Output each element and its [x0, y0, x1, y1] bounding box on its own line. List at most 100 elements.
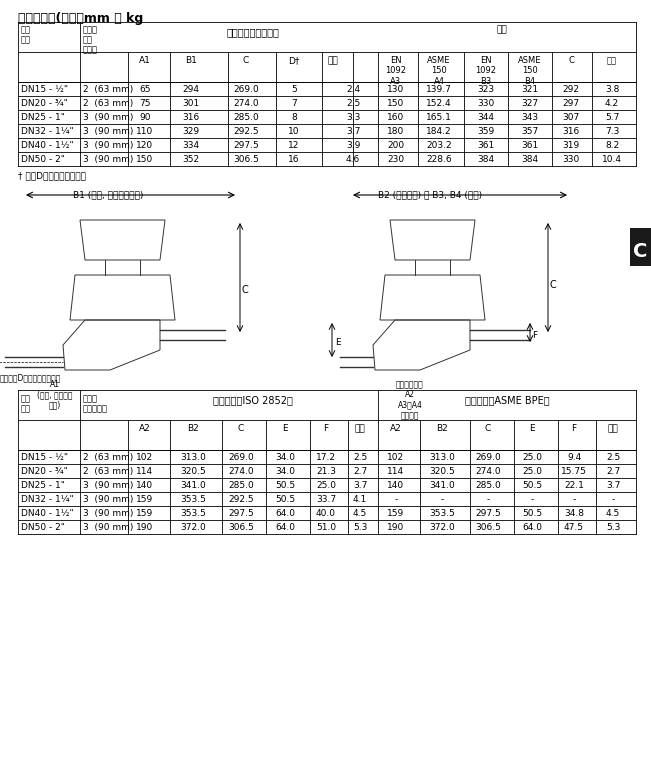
Text: 114: 114 [137, 467, 154, 476]
Text: 341.0: 341.0 [180, 481, 206, 490]
Text: F: F [324, 424, 329, 433]
Text: 3  (90 mm): 3 (90 mm) [83, 141, 133, 150]
Text: 2  (63 mm): 2 (63 mm) [83, 85, 133, 94]
Text: 274.0: 274.0 [233, 99, 259, 108]
Text: 159: 159 [136, 495, 154, 504]
Text: 200: 200 [387, 141, 404, 150]
Text: 2.5: 2.5 [353, 453, 367, 462]
Text: B2: B2 [187, 424, 199, 433]
Text: 269.0: 269.0 [233, 85, 259, 94]
Text: 5.3: 5.3 [353, 523, 367, 532]
Text: 64.0: 64.0 [275, 509, 295, 518]
Text: 297.5: 297.5 [228, 509, 254, 518]
Text: 8: 8 [291, 113, 297, 122]
Text: 16: 16 [288, 155, 299, 164]
Text: C: C [242, 285, 249, 295]
Text: A1: A1 [139, 56, 151, 65]
Text: B2: B2 [436, 424, 448, 433]
Text: 重量: 重量 [607, 56, 617, 65]
Text: 3  (90 mm): 3 (90 mm) [83, 155, 133, 164]
Text: 140: 140 [387, 481, 404, 490]
Text: 25.0: 25.0 [522, 453, 542, 462]
Text: 313.0: 313.0 [180, 453, 206, 462]
Text: 330: 330 [477, 99, 495, 108]
Text: -: - [572, 495, 575, 504]
Text: 334: 334 [182, 141, 200, 150]
Text: 4.5: 4.5 [606, 509, 620, 518]
Text: 292: 292 [562, 85, 579, 94]
Text: 274.0: 274.0 [229, 467, 254, 476]
Text: 316: 316 [562, 127, 579, 136]
Text: E: E [335, 338, 340, 347]
Text: B1: B1 [185, 56, 197, 65]
Text: 4.5: 4.5 [353, 509, 367, 518]
Text: 90: 90 [139, 113, 151, 122]
Text: 102: 102 [137, 453, 154, 462]
Text: 292.5: 292.5 [233, 127, 259, 136]
Text: 152.4: 152.4 [426, 99, 452, 108]
Text: 25.0: 25.0 [522, 467, 542, 476]
Text: 50.5: 50.5 [275, 481, 295, 490]
Text: 3.7: 3.7 [346, 127, 360, 136]
Text: DN25 - 1": DN25 - 1" [21, 481, 65, 490]
Text: 190: 190 [387, 523, 405, 532]
Text: 110: 110 [136, 127, 154, 136]
Text: 3.3: 3.3 [346, 113, 360, 122]
Text: 螺纹，承插焊和对焊: 螺纹，承插焊和对焊 [227, 27, 279, 37]
Text: 330: 330 [562, 155, 579, 164]
Text: † 尺寸D只用于承插焊连接: † 尺寸D只用于承插焊连接 [18, 171, 86, 180]
Text: 319: 319 [562, 141, 579, 150]
Text: 150: 150 [387, 99, 405, 108]
Text: 294: 294 [182, 85, 199, 94]
Text: 384: 384 [521, 155, 538, 164]
Text: 2.5: 2.5 [606, 453, 620, 462]
Text: 344: 344 [477, 113, 495, 122]
Text: 50.5: 50.5 [522, 509, 542, 518]
Text: 注：尺寸D只用于承插焊连接: 注：尺寸D只用于承插焊连接 [0, 373, 61, 382]
Text: 阀门
尺寸: 阀门 尺寸 [21, 25, 31, 45]
Text: 75: 75 [139, 99, 151, 108]
Text: EN
1092
B3: EN 1092 B3 [475, 56, 497, 86]
Text: DN40 - 1½": DN40 - 1½" [21, 509, 74, 518]
Text: 4.6: 4.6 [346, 155, 360, 164]
Text: 7: 7 [291, 99, 297, 108]
Text: 274.0: 274.0 [475, 467, 501, 476]
Text: 执行器
类型和尺寸: 执行器 类型和尺寸 [83, 394, 108, 413]
Text: 357: 357 [521, 127, 538, 136]
Text: 353.5: 353.5 [429, 509, 455, 518]
Text: 64.0: 64.0 [522, 523, 542, 532]
Text: 47.5: 47.5 [564, 523, 584, 532]
Text: 285.0: 285.0 [475, 481, 501, 490]
Text: 尺寸和重量(大约）mm 和 kg: 尺寸和重量(大约）mm 和 kg [18, 12, 143, 25]
Text: F: F [572, 424, 577, 433]
Text: 17.2: 17.2 [316, 453, 336, 462]
Text: 320.5: 320.5 [180, 467, 206, 476]
Text: 361: 361 [477, 141, 495, 150]
Text: A1
(螺纹, 承插焊和
对焊): A1 (螺纹, 承插焊和 对焊) [37, 380, 73, 410]
Text: DN15 - ½": DN15 - ½" [21, 85, 68, 94]
Text: 230: 230 [387, 155, 404, 164]
Text: B2 (卫生卡箍) 和 B3, B4 (法兰): B2 (卫生卡箍) 和 B3, B4 (法兰) [378, 190, 482, 199]
Text: 5.7: 5.7 [605, 113, 619, 122]
Text: 3.7: 3.7 [606, 481, 620, 490]
Text: 184.2: 184.2 [426, 127, 452, 136]
Text: 65: 65 [139, 85, 151, 94]
Text: 323: 323 [477, 85, 495, 94]
Text: 33.7: 33.7 [316, 495, 336, 504]
Text: 3.7: 3.7 [353, 481, 367, 490]
Text: 297.5: 297.5 [475, 509, 501, 518]
Text: 4.1: 4.1 [353, 495, 367, 504]
Text: 34.0: 34.0 [275, 467, 295, 476]
Text: 5: 5 [291, 85, 297, 94]
Text: 15.75: 15.75 [561, 467, 587, 476]
Text: 180: 180 [387, 127, 405, 136]
Text: 7.3: 7.3 [605, 127, 619, 136]
Text: DN20 - ¾": DN20 - ¾" [21, 467, 68, 476]
Text: B1 (螺纹, 承插焊和对焊): B1 (螺纹, 承插焊和对焊) [73, 190, 143, 199]
Text: 2  (63 mm): 2 (63 mm) [83, 467, 133, 476]
Text: 372.0: 372.0 [429, 523, 455, 532]
Text: 5.3: 5.3 [606, 523, 620, 532]
Text: 9.4: 9.4 [567, 453, 581, 462]
Text: 352: 352 [182, 155, 200, 164]
Text: A2: A2 [139, 424, 151, 433]
